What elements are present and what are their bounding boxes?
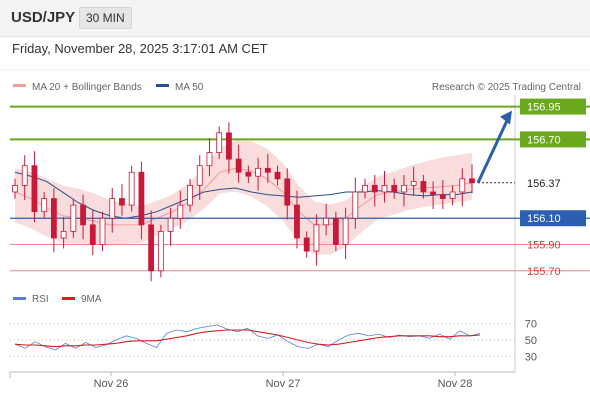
- legend-swatch-rsi: [13, 297, 26, 300]
- legend-swatch-ma50: [156, 84, 169, 87]
- ma50-line: [14, 171, 473, 219]
- x-tick-label-0: Nov 26: [94, 378, 129, 390]
- candle-body: [255, 167, 261, 177]
- candle-body: [284, 178, 291, 206]
- price-tag-156.37: [520, 174, 586, 191]
- candle-body: [138, 171, 145, 226]
- candle-body: [60, 230, 67, 239]
- candle-body: [206, 152, 213, 167]
- candle-body: [449, 191, 456, 199]
- bollinger-band: [15, 140, 472, 256]
- candle-body: [109, 198, 116, 219]
- legend-label-rsi: RSI: [32, 294, 49, 305]
- projection-arrow-shaft: [476, 117, 510, 184]
- candle-body: [99, 217, 106, 245]
- candle-body: [187, 185, 193, 206]
- candle-body: [128, 171, 135, 206]
- rsi-ma-line: [14, 329, 481, 348]
- x-tick-label-2: Nov 28: [438, 378, 473, 390]
- price-tag-label-156.95: 156.95: [527, 102, 561, 114]
- rsi-tick-70: 70: [525, 318, 537, 330]
- candle-body: [21, 165, 28, 186]
- legend-label-ma20: MA 20 + Bollinger Bands: [32, 82, 142, 93]
- candle-body: [80, 204, 86, 226]
- candle-body: [119, 198, 125, 206]
- candle-body: [50, 198, 57, 239]
- candle-body: [177, 204, 184, 219]
- price-tag-label-155.70: 155.70: [527, 266, 561, 278]
- candle-body: [313, 224, 320, 252]
- candle-body: [381, 185, 388, 193]
- rsi-tick-30: 30: [525, 352, 537, 364]
- price-tag-label-156.10: 156.10: [527, 213, 561, 225]
- timeframe-button[interactable]: 30 MIN: [79, 7, 132, 29]
- candle-body: [89, 224, 96, 245]
- legend-label-rsi-ma: 9MA: [81, 294, 102, 305]
- candle-body: [235, 158, 242, 173]
- candle-body: [196, 165, 203, 186]
- price-tag-label-155.90: 155.90: [527, 240, 561, 252]
- candle-body: [226, 132, 232, 160]
- candle-body: [342, 217, 349, 245]
- candle-body: [41, 198, 48, 213]
- price-tag-label-156.37: 156.37: [527, 178, 561, 190]
- candle-body: [391, 185, 398, 193]
- chart-watermark: Research © 2025 Trading Central: [432, 82, 581, 93]
- candle-body: [70, 204, 77, 232]
- rsi-tick-50: 50: [525, 335, 537, 347]
- candle-body: [157, 230, 164, 272]
- candle-body: [303, 237, 310, 252]
- price-tag-156.10: [520, 210, 586, 227]
- candle-body: [323, 217, 330, 226]
- projection-arrow-head: [500, 110, 512, 125]
- legend-swatch-ma20: [13, 84, 26, 87]
- symbol-label: USD/JPY: [11, 9, 76, 26]
- legend-label-ma50: MA 50: [175, 82, 204, 93]
- candle-body: [294, 204, 300, 239]
- candle-body: [216, 132, 223, 153]
- candle-body: [264, 167, 271, 173]
- candle-body: [12, 185, 18, 193]
- candle-body: [401, 185, 407, 193]
- candle-body: [410, 181, 417, 186]
- candle-body: [469, 178, 475, 184]
- candle-body: [439, 194, 446, 199]
- candle-body: [371, 185, 378, 193]
- candle-body: [420, 181, 427, 193]
- legend-swatch-rsi-ma: [62, 297, 75, 300]
- candle-body: [245, 171, 252, 177]
- price-tag-156.70: [520, 131, 586, 148]
- price-tag-156.95: [520, 98, 586, 115]
- candle-body: [31, 165, 38, 213]
- chart-datetime: Friday, November 28, 2025 3:17:01 AM CET: [12, 41, 268, 56]
- candle-body: [459, 178, 466, 193]
- x-tick-label-1: Nov 27: [266, 378, 301, 390]
- rsi-line: [14, 324, 481, 351]
- candle-body: [430, 191, 437, 195]
- candle-body: [274, 171, 281, 180]
- candle-body: [332, 217, 339, 245]
- candle-body: [352, 191, 359, 219]
- title-bar: USD/JPY 30 MIN: [0, 0, 590, 37]
- candle-body: [362, 185, 368, 193]
- candle-body: [148, 224, 155, 272]
- price-tag-label-156.70: 156.70: [527, 134, 561, 146]
- candle-body: [167, 217, 174, 232]
